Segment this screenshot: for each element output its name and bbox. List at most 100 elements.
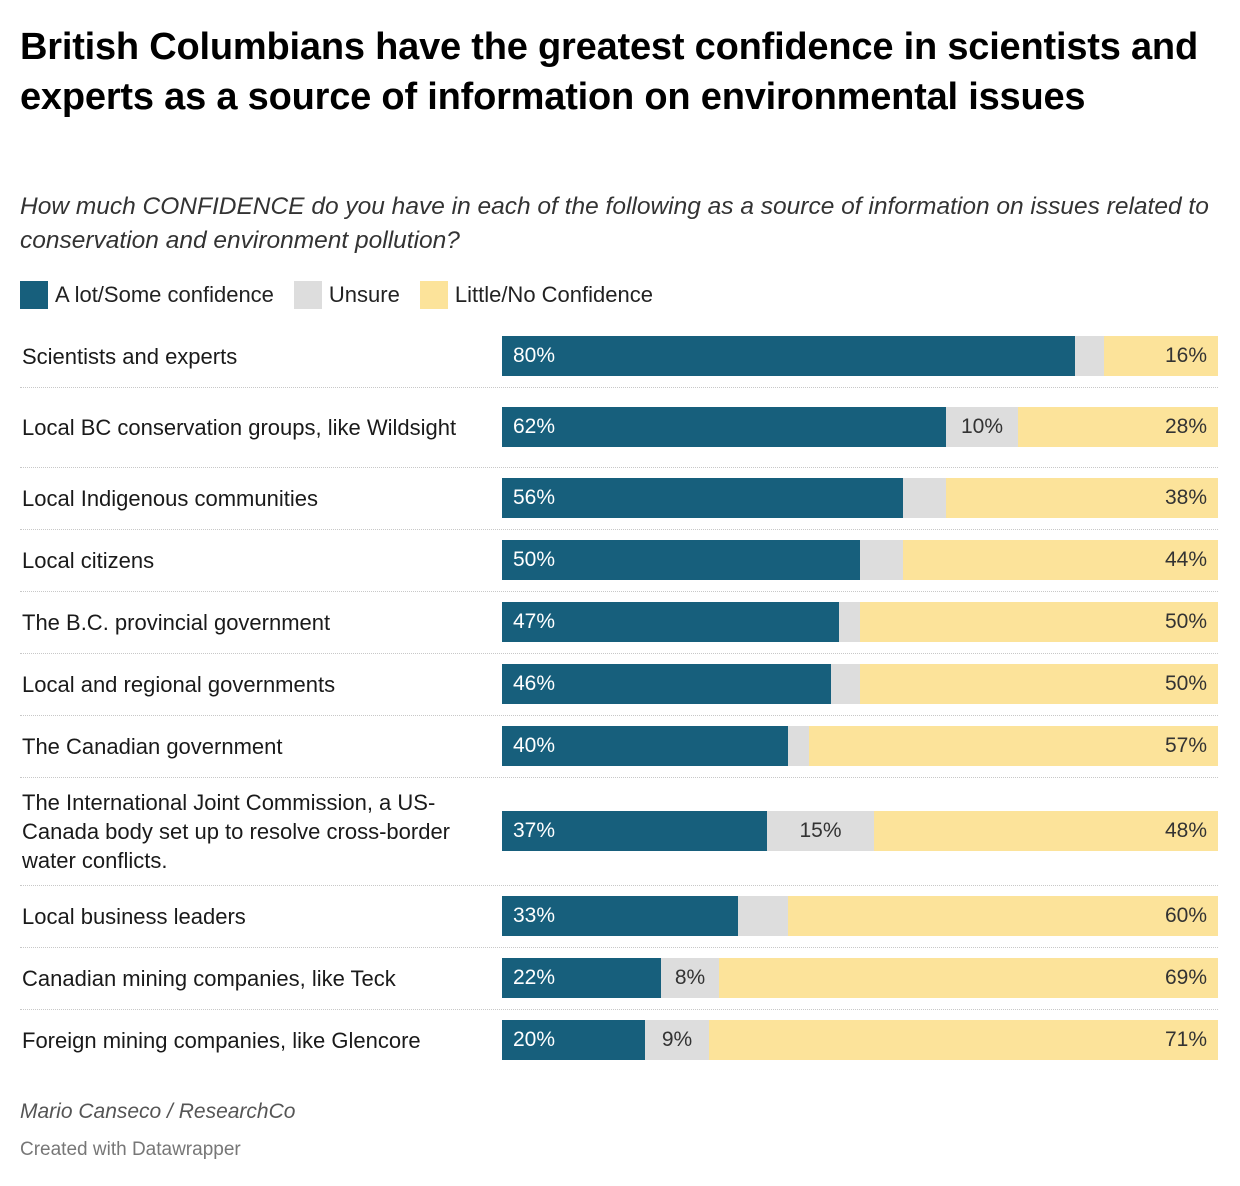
data-label: 57% xyxy=(1164,734,1207,757)
data-label: 80% xyxy=(513,344,556,367)
data-label: 16% xyxy=(1164,344,1207,367)
category-label: The Canadian government xyxy=(22,733,283,759)
data-label: 28% xyxy=(1164,415,1207,438)
data-label: 62% xyxy=(513,415,556,438)
bar-segment-confidence: 80% xyxy=(502,336,1075,376)
chart-plot-area: Scientists and experts 80% 16% Local BC con… xyxy=(20,0,1220,1186)
bar-segment-no-confidence: 60% xyxy=(788,896,1218,936)
bar-segment-unsure xyxy=(831,664,860,704)
stacked-bar: 33% 60% xyxy=(502,896,1218,936)
bar-segment-confidence: 50% xyxy=(502,540,860,580)
bar-segment-unsure xyxy=(903,478,946,518)
data-label: 69% xyxy=(1164,966,1207,989)
data-label: 50% xyxy=(1164,610,1207,633)
bar-segment-confidence: 62% xyxy=(502,407,946,447)
category-label: Local business leaders xyxy=(22,903,246,929)
category-label: Foreign mining companies, like Glencore xyxy=(22,1027,421,1053)
stacked-bar: 62% 10% 28% xyxy=(502,407,1218,447)
bar-segment-no-confidence: 44% xyxy=(903,540,1218,580)
chart-subtitle: How much CONFIDENCE do you have in each … xyxy=(20,193,1209,254)
chart-row: The B.C. provincial government 47% 50% xyxy=(20,591,1218,654)
data-label: 33% xyxy=(513,904,556,927)
bar-segment-no-confidence: 28% xyxy=(1018,407,1218,447)
category-label: The International Joint Commission, a US… xyxy=(22,789,451,873)
bar-segment-confidence: 37% xyxy=(502,811,767,851)
data-label: 20% xyxy=(513,1028,556,1051)
data-label: 50% xyxy=(1164,672,1207,695)
bar-segment-unsure: 9% xyxy=(645,1020,709,1060)
bar-segment-no-confidence: 69% xyxy=(719,958,1218,998)
bar-segment-confidence: 47% xyxy=(502,602,839,642)
chart-row: The International Joint Commission, a US… xyxy=(20,777,1218,886)
category-label: Canadian mining companies, like Teck xyxy=(22,965,396,991)
bar-segment-no-confidence: 71% xyxy=(709,1020,1218,1060)
stacked-bar: 37% 15% 48% xyxy=(502,811,1218,851)
category-label: Local and regional governments xyxy=(22,671,336,697)
data-label: 38% xyxy=(1164,486,1207,509)
legend-label-no-confidence: Little/No Confidence xyxy=(454,282,653,307)
legend-swatch-confidence xyxy=(20,281,48,309)
bar-segment-unsure: 8% xyxy=(661,958,719,998)
bar-segment-no-confidence: 38% xyxy=(946,478,1218,518)
bar-segment-confidence: 56% xyxy=(502,478,903,518)
legend-swatch-unsure xyxy=(293,281,322,309)
chart-row: Foreign mining companies, like Glencore 2… xyxy=(20,1009,1218,1071)
legend-item-no-confidence: Little/No Confidence xyxy=(419,281,653,309)
chart-row: Canadian mining companies, like Teck 22% 8… xyxy=(20,947,1218,1010)
stacked-bar: 40% 57% xyxy=(502,726,1218,766)
data-label: 60% xyxy=(1164,904,1207,927)
data-label: 56% xyxy=(513,486,556,509)
data-label: 46% xyxy=(513,672,556,695)
chart-title: British Columbians have the greatest con… xyxy=(20,26,1198,118)
chart-row: The Canadian government 40% 57% xyxy=(20,715,1218,778)
legend-label-unsure: Unsure xyxy=(328,282,400,307)
bar-segment-unsure: 10% xyxy=(946,407,1018,447)
chart-row: Local BC conservation groups, like Wilds… xyxy=(20,387,1218,468)
bar-segment-confidence: 33% xyxy=(502,896,738,936)
category-label: Scientists and experts xyxy=(22,343,238,369)
data-label: 48% xyxy=(1164,819,1207,842)
data-label: 71% xyxy=(1164,1028,1207,1051)
stacked-bar: 56% 38% xyxy=(502,478,1218,518)
source-note: Mario Canseco / ResearchCo xyxy=(20,1100,296,1123)
chart-row: Local business leaders 33% 60% xyxy=(20,885,1218,948)
legend: A lot/Some confidence Unsure Little/No C… xyxy=(20,280,673,310)
chart-row: Local citizens 50% 44% xyxy=(20,529,1218,592)
bar-segment-confidence: 40% xyxy=(502,726,788,766)
legend-label-confidence: A lot/Some confidence xyxy=(55,282,274,307)
bar-segment-no-confidence: 57% xyxy=(809,726,1218,766)
bar-segment-confidence: 22% xyxy=(502,958,661,998)
stacked-bar: 46% 50% xyxy=(502,664,1218,704)
stacked-bar: 50% 44% xyxy=(502,540,1218,580)
data-label: 50% xyxy=(513,548,556,571)
stacked-bar: 47% 50% xyxy=(502,602,1218,642)
bar-segment-unsure xyxy=(1075,336,1104,376)
bar-segment-no-confidence: 50% xyxy=(860,664,1218,704)
data-label: 15% xyxy=(799,819,842,842)
stacked-bar: 20% 9% 71% xyxy=(502,1020,1218,1060)
legend-item-confidence: A lot/Some confidence xyxy=(20,281,274,309)
data-label: 37% xyxy=(513,819,556,842)
data-label: 8% xyxy=(674,966,706,989)
bar-segment-unsure xyxy=(788,726,809,766)
bar-segment-confidence: 46% xyxy=(502,664,831,704)
credit-note: Created with Datawrapper xyxy=(20,1139,241,1160)
legend-item-unsure: Unsure xyxy=(293,281,400,309)
category-label: The B.C. provincial government xyxy=(22,609,331,635)
bar-segment-unsure xyxy=(839,602,860,642)
data-label: 22% xyxy=(513,966,556,989)
chart-row: Local Indigenous communities 56% 38% xyxy=(20,467,1218,530)
data-label: 9% xyxy=(661,1028,693,1051)
category-label: Local citizens xyxy=(22,547,155,573)
bar-segment-no-confidence: 48% xyxy=(874,811,1218,851)
bar-segment-unsure xyxy=(860,540,903,580)
data-label: 10% xyxy=(960,415,1004,438)
legend-swatch-no-confidence xyxy=(419,281,448,309)
category-label: Local Indigenous communities xyxy=(22,485,318,511)
data-label: 44% xyxy=(1164,548,1207,571)
chart-row: Local and regional governments 46% 50% xyxy=(20,653,1218,716)
bar-segment-no-confidence: 16% xyxy=(1104,336,1218,376)
bar-segment-unsure xyxy=(738,896,788,936)
bar-segment-no-confidence: 50% xyxy=(860,602,1218,642)
bar-segment-confidence: 20% xyxy=(502,1020,645,1060)
